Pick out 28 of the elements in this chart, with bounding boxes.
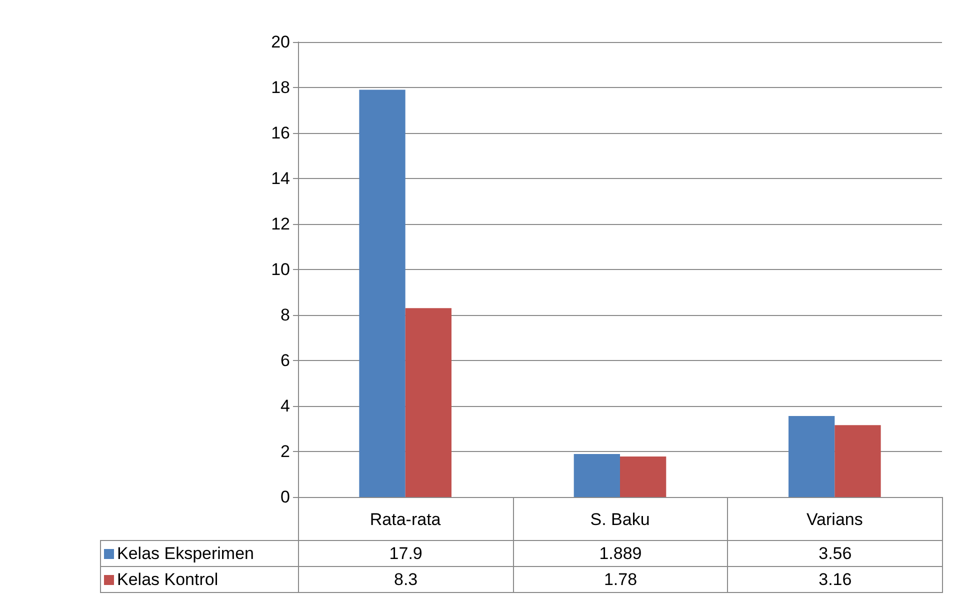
bar <box>405 308 452 497</box>
x-tick-label: Varians <box>806 510 863 529</box>
y-tick-label: 10 <box>271 260 290 279</box>
y-tick-label: 2 <box>280 442 290 461</box>
x-tick-label: Rata-rata <box>370 510 442 529</box>
y-tick-label: 0 <box>280 488 290 506</box>
y-tick-label: 4 <box>280 396 290 416</box>
data-label: 17.9 <box>298 540 514 567</box>
y-tick-label: 12 <box>271 214 290 234</box>
bar <box>834 425 881 497</box>
data-label: 8.3 <box>298 566 514 593</box>
y-tick-label: 18 <box>271 78 290 97</box>
x-tick-label: S. Baku <box>590 510 650 529</box>
y-tick-label: 8 <box>280 306 290 324</box>
legend-label: Kelas Kontrol <box>117 570 218 590</box>
legend-label: Kelas Eksperimen <box>117 544 254 564</box>
data-label: 3.16 <box>727 566 943 593</box>
data-label: 3.56 <box>727 540 943 567</box>
data-label: 1.78 <box>512 566 728 593</box>
data-label: 1.889 <box>512 540 728 567</box>
y-tick-label: 20 <box>271 32 290 52</box>
bar <box>359 90 406 497</box>
y-tick-label: 14 <box>271 169 290 188</box>
bar <box>574 454 620 497</box>
y-tick-label: 16 <box>271 124 290 142</box>
bar <box>788 416 835 497</box>
bar <box>620 456 666 497</box>
y-tick-label: 6 <box>280 351 290 370</box>
